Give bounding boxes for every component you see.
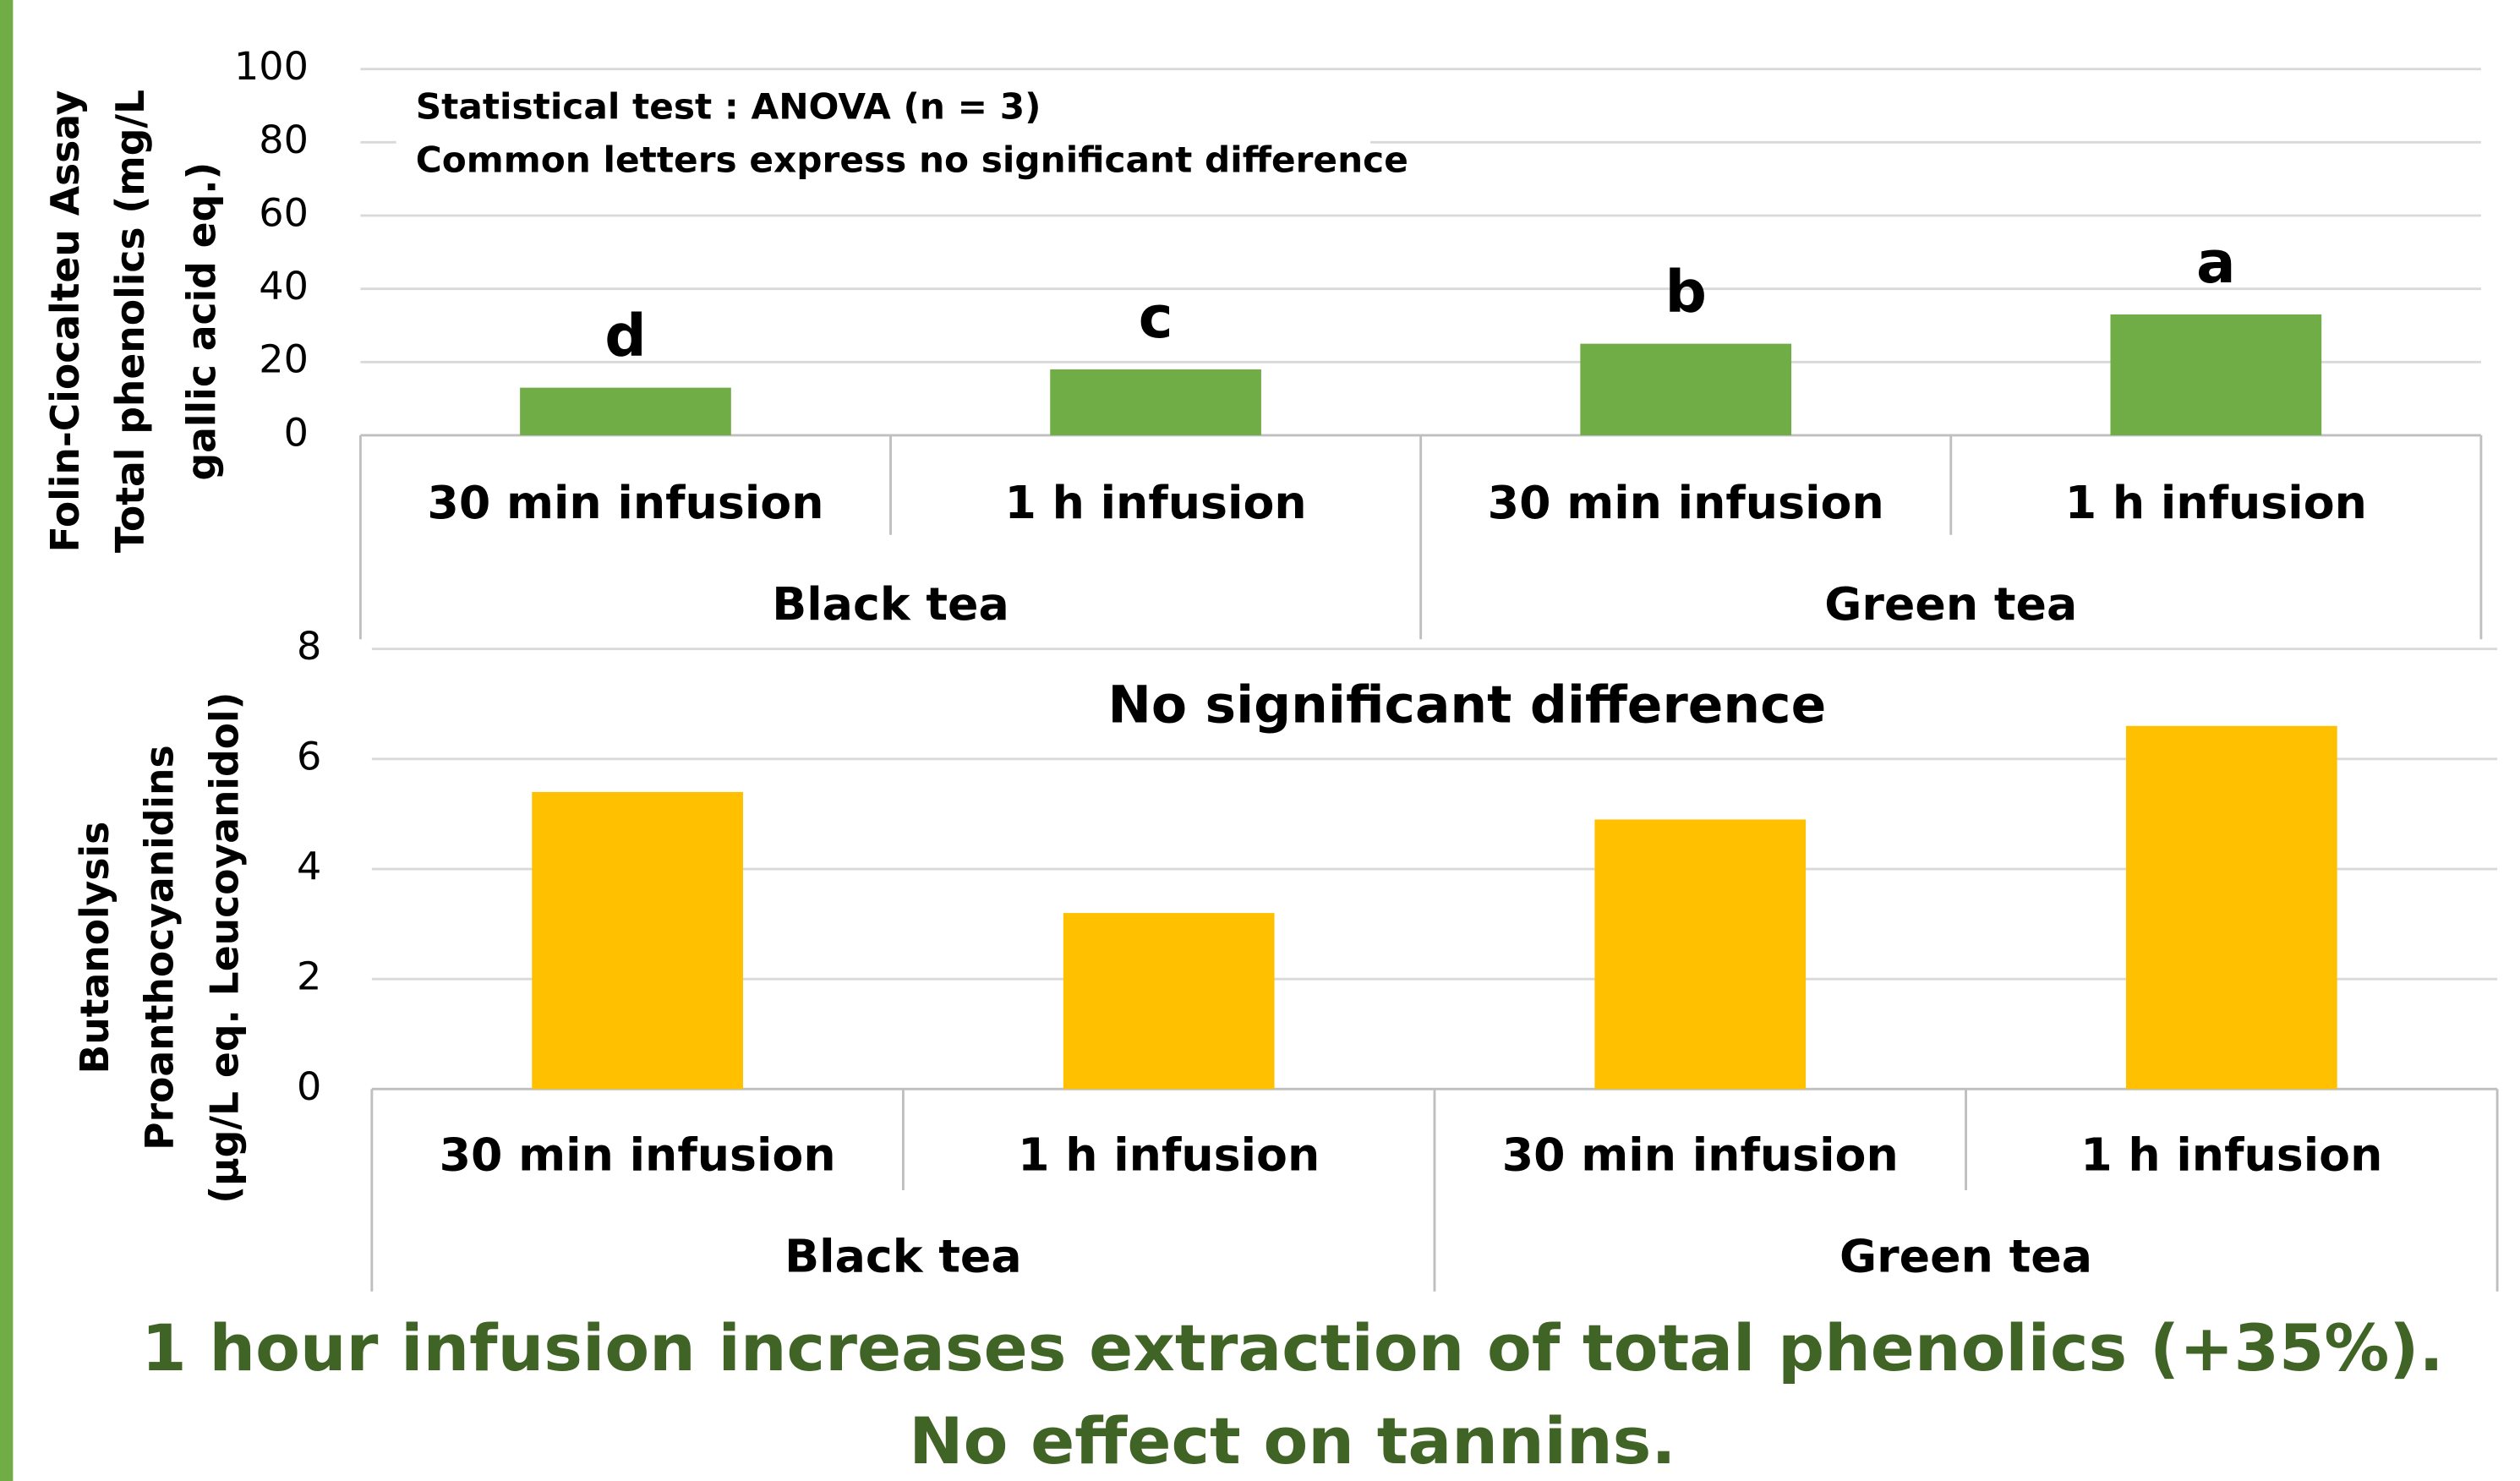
y-axis-label: (µg/L eq. Leucoyanidol) (201, 692, 247, 1204)
bar (1594, 819, 1807, 1090)
y-axis-label: gallic acid eq.) (178, 162, 224, 481)
x-tick-label: 30 min infusion (440, 1129, 836, 1182)
side-bar (0, 0, 14, 1481)
note-bg (396, 81, 1371, 205)
y-tick-label: 2 (297, 954, 321, 999)
group-label: Green tea (1839, 1230, 2092, 1283)
y-axis-label: Proanthocyanidins (136, 745, 182, 1150)
y-tick-label: 40 (259, 263, 309, 309)
y-tick-label: 20 (259, 336, 309, 382)
bar-letter: b (1665, 259, 1706, 326)
y-tick-label: 60 (259, 190, 309, 236)
y-tick-label: 0 (284, 410, 309, 456)
bar (1050, 369, 1261, 435)
note: Common letters express no significant di… (416, 139, 1408, 181)
annotation: No significant difference (1107, 675, 1826, 735)
bar-letter: d (604, 303, 646, 370)
bar (520, 387, 731, 435)
conclusion: 1 hour infusion increases extraction of … (141, 1311, 2443, 1386)
x-tick-label: 30 min infusion (427, 476, 823, 529)
y-axis-label: Folin-Ciocalteu Assay (42, 90, 88, 553)
y-tick-label: 4 (297, 844, 321, 889)
annotation-bg (1126, 679, 1841, 751)
bar (1063, 913, 1275, 1090)
x-tick-label: 30 min infusion (1488, 476, 1884, 529)
y-axis-label: Total phenolics (mg/L (107, 90, 153, 553)
note: Statistical test : ANOVA (n = 3) (416, 86, 1041, 128)
x-tick-label: 30 min infusion (1502, 1129, 1899, 1182)
bar (2125, 725, 2337, 1090)
bar (2110, 314, 2322, 435)
x-tick-label: 1 h infusion (2065, 476, 2367, 529)
bar-letter: c (1139, 284, 1173, 352)
group-label: Black tea (772, 577, 1009, 631)
x-tick-label: 1 h infusion (2080, 1129, 2382, 1182)
y-axis-label: Butanolysis (72, 822, 118, 1074)
x-tick-label: 1 h infusion (1004, 476, 1306, 529)
bar (532, 791, 743, 1090)
y-tick-label: 100 (234, 43, 309, 89)
y-tick-label: 6 (297, 734, 321, 779)
x-tick-label: 1 h infusion (1018, 1129, 1320, 1182)
conclusion: No effect on tannins. (909, 1404, 1675, 1479)
bar (1580, 343, 1792, 435)
bar-letter: a (2196, 229, 2236, 297)
y-tick-label: 8 (297, 623, 321, 669)
group-label: Black tea (784, 1230, 1022, 1283)
group-label: Green tea (1824, 577, 2077, 631)
y-tick-label: 80 (259, 117, 309, 162)
y-tick-label: 0 (297, 1063, 321, 1109)
